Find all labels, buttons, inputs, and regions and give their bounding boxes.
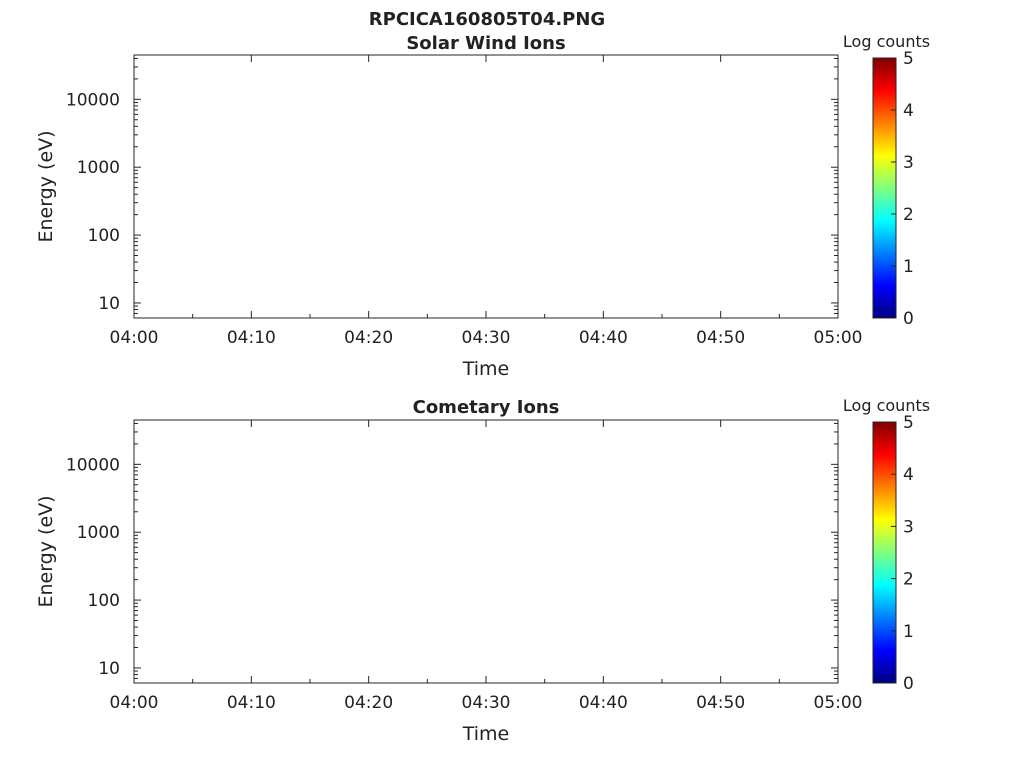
x-tick-label: 04:20 — [344, 328, 393, 348]
y-tick-label: 10000 — [66, 90, 120, 110]
x-tick-label: 05:00 — [814, 693, 863, 713]
panel-1: Solar Wind Ions 04:00 04:10 04:20 04:30 04:40… — [35, 32, 930, 380]
panel-title: Solar Wind Ions — [406, 33, 565, 54]
x-tick-label: 04:20 — [344, 693, 393, 713]
x-tick-label: 04:30 — [462, 693, 511, 713]
colorbar-tick-label: 5 — [903, 49, 914, 69]
colorbar-tick-label: 1 — [903, 257, 914, 277]
x-axis-label: Time — [462, 358, 510, 380]
colorbar-tick-label: 4 — [903, 101, 914, 121]
colorbar-label: Log counts — [843, 32, 930, 51]
x-tick-label: 04:30 — [462, 328, 511, 348]
y-tick-label: 100 — [88, 591, 120, 611]
x-tick-label: 04:40 — [579, 328, 628, 348]
colorbar-tick-label: 2 — [903, 205, 914, 225]
plot-frame — [133, 419, 839, 684]
colorbar-tick-label: 3 — [903, 517, 914, 537]
colorbar-tick-label: 1 — [903, 622, 914, 642]
colorbar-tick-label: 0 — [903, 309, 914, 329]
x-tick-label: 04:40 — [579, 693, 628, 713]
colorbar-tick-label: 4 — [903, 465, 914, 485]
figure-title: RPCICA160805T04.PNG — [369, 9, 605, 30]
y-axis-label: Energy (eV) — [35, 130, 57, 242]
y-tick-label: 1000 — [77, 158, 120, 178]
x-tick-label: 04:50 — [696, 328, 745, 348]
panel-title: Cometary Ions — [413, 397, 560, 418]
plot-frame — [133, 54, 839, 319]
y-tick-label: 10000 — [66, 455, 120, 475]
colorbar-tick-label: 5 — [903, 413, 914, 433]
colorbar — [872, 57, 897, 319]
x-tick-label: 04:00 — [110, 328, 159, 348]
y-axis-label: Energy (eV) — [35, 495, 57, 607]
y-tick-label: 100 — [88, 226, 120, 246]
x-tick-label: 04:10 — [227, 328, 276, 348]
colorbar-tick-label: 3 — [903, 153, 914, 173]
x-tick-label: 04:50 — [696, 693, 745, 713]
x-tick-label: 05:00 — [814, 328, 863, 348]
colorbar-label: Log counts — [843, 396, 930, 415]
colorbar — [872, 421, 897, 684]
y-tick-label: 10 — [98, 294, 120, 314]
x-tick-label: 04:10 — [227, 693, 276, 713]
y-tick-label: 1000 — [77, 523, 120, 543]
y-tick-label: 10 — [98, 659, 120, 679]
colorbar-tick-label: 2 — [903, 570, 914, 590]
x-tick-label: 04:00 — [110, 693, 159, 713]
colorbar-tick-label: 0 — [903, 674, 914, 694]
x-axis-label: Time — [462, 723, 510, 745]
